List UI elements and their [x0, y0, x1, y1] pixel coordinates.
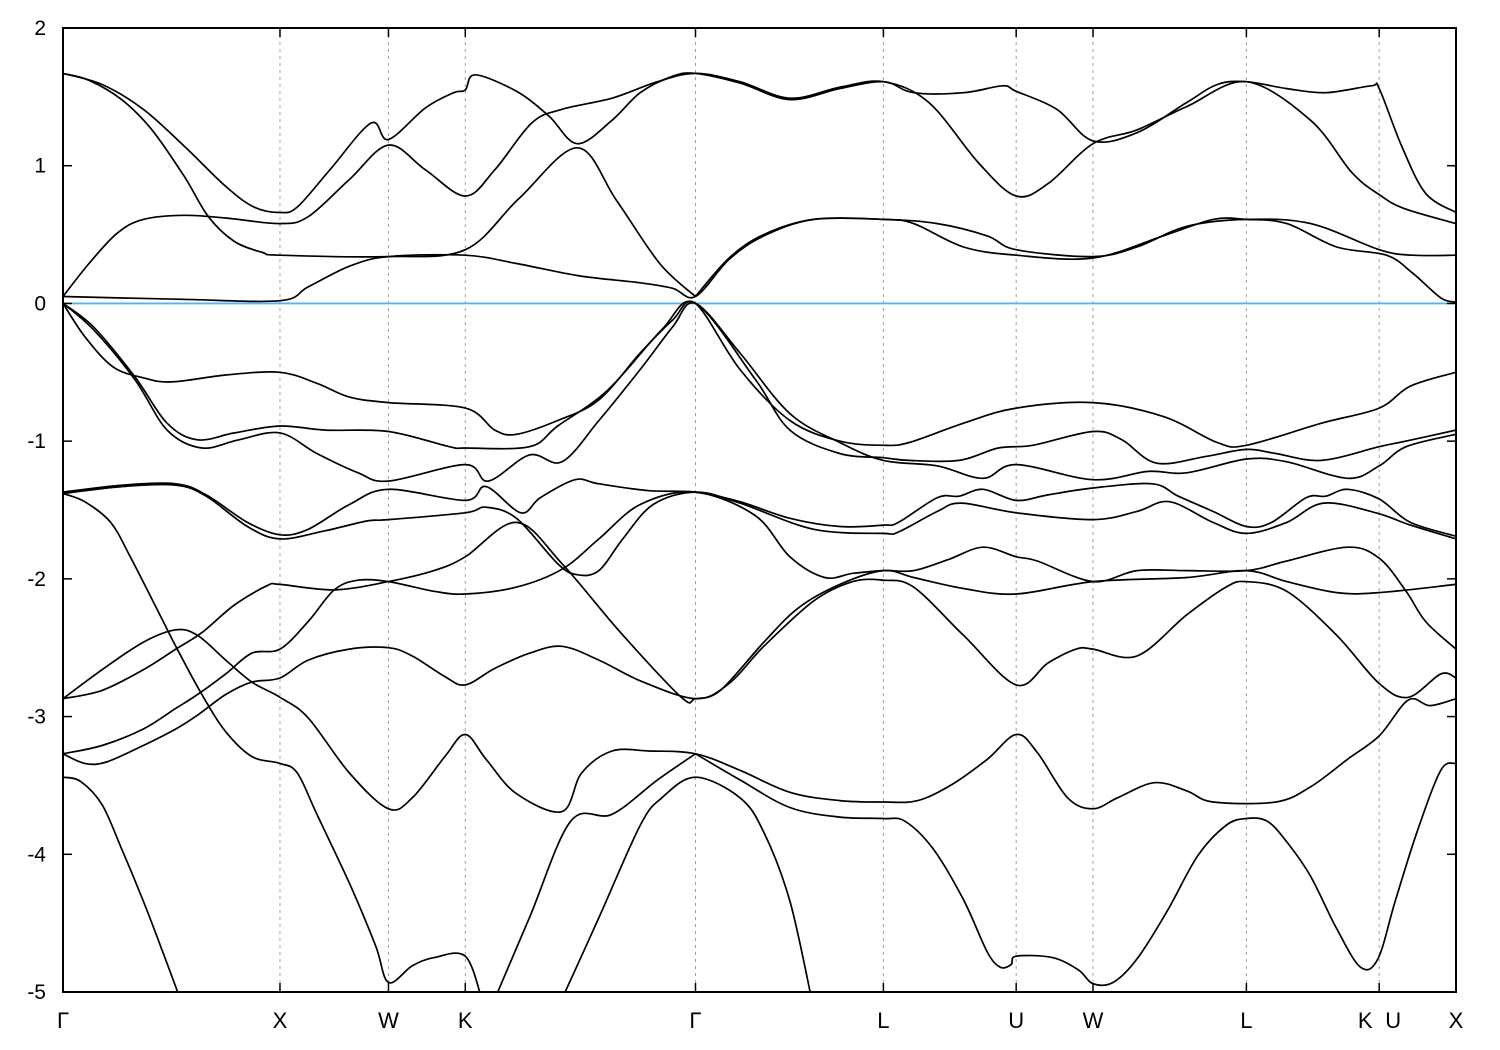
band-line-4 — [63, 217, 1456, 303]
band-line-11 — [63, 492, 481, 992]
bands — [63, 72, 1456, 992]
band-line-9 — [63, 478, 1456, 538]
x-tick-label: K — [458, 1008, 473, 1033]
band-line-15 — [63, 490, 1456, 755]
x-tick-label: Γ — [57, 1008, 69, 1033]
x-tick-label: L — [1240, 1008, 1252, 1033]
band-line-19 — [695, 753, 1456, 987]
band-line-7 — [63, 300, 1456, 465]
y-tick-label: 2 — [34, 17, 46, 40]
band-line-17 — [63, 776, 179, 992]
x-tick-label: U — [1385, 1008, 1401, 1033]
band-line-1 — [63, 72, 1456, 214]
x-tick-label: X — [1449, 1008, 1464, 1033]
band-line-2 — [63, 72, 697, 298]
y-tick-label: 1 — [34, 155, 46, 178]
y-tick-label: -1 — [27, 430, 46, 453]
band-line-16 — [63, 578, 1456, 766]
band-line-12 — [496, 753, 696, 992]
band-line-8 — [63, 301, 1456, 483]
x-tick-label: X — [273, 1008, 288, 1033]
x-tick-label: Γ — [689, 1008, 701, 1033]
band-line-10 — [63, 483, 1456, 577]
band-line-14 — [63, 521, 1456, 704]
x-tick-label: U — [1008, 1008, 1024, 1033]
axis-ticks — [63, 28, 1456, 992]
y-tick-label: -2 — [27, 568, 46, 591]
band-line-6 — [63, 300, 1456, 448]
x-tick-label: K — [1358, 1008, 1373, 1033]
band-line-18 — [564, 776, 812, 992]
band-line-5 — [694, 217, 1456, 303]
plot-frame — [62, 27, 1457, 993]
y-tick-labels: 2 1 0 -1 -2 -3 -4 -5 — [27, 17, 46, 1004]
y-tick-label: -4 — [27, 843, 46, 866]
y-tick-label: 0 — [34, 292, 46, 315]
x-tick-label: W — [1083, 1008, 1104, 1033]
band-line-13 — [63, 628, 1456, 814]
x-tick-label: W — [378, 1008, 399, 1033]
y-tick-label: -3 — [27, 706, 46, 729]
grid-lines — [279, 28, 1380, 992]
x-tick-label: L — [877, 1008, 889, 1033]
band-line-3 — [63, 72, 1456, 298]
y-tick-label: -5 — [27, 981, 46, 1004]
